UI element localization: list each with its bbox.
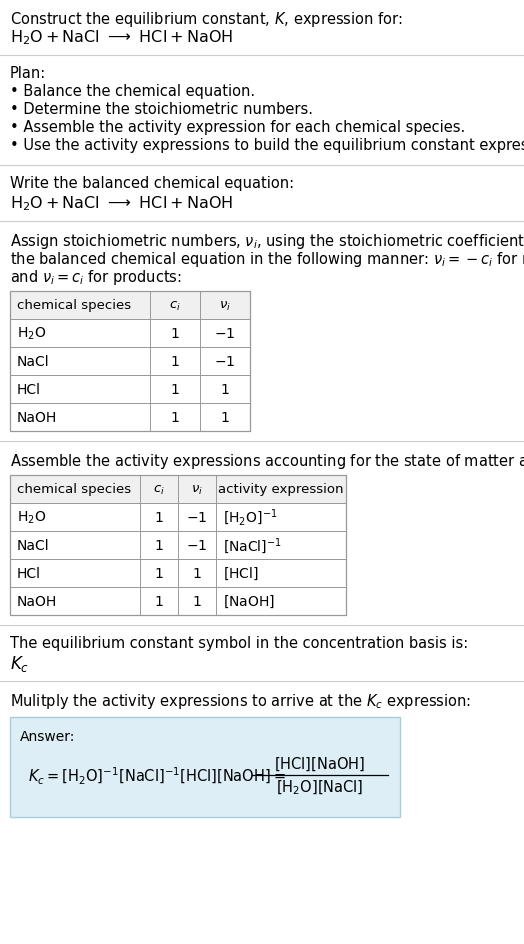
- Bar: [10, 376, 250, 404]
- Bar: [10, 560, 346, 587]
- Text: $K_c = [\mathrm{H_2O}]^{-1} [\mathrm{NaCl}]^{-1} [\mathrm{HCl}] [\mathrm{NaOH}] : $K_c = [\mathrm{H_2O}]^{-1} [\mathrm{NaC…: [28, 765, 286, 785]
- Text: $\nu_i$: $\nu_i$: [219, 299, 231, 312]
- Text: chemical species: chemical species: [17, 299, 131, 312]
- Bar: [10, 587, 346, 615]
- Text: 1: 1: [155, 566, 163, 581]
- Text: 1: 1: [171, 327, 179, 341]
- Bar: [10, 476, 346, 503]
- Text: HCl: HCl: [17, 382, 41, 396]
- Text: $\mathrm{H_2O + NaCl \ \longrightarrow \ HCl + NaOH}$: $\mathrm{H_2O + NaCl \ \longrightarrow \…: [10, 28, 233, 46]
- Text: $[\mathrm{H_2O}] [\mathrm{NaCl}]$: $[\mathrm{H_2O}] [\mathrm{NaCl}]$: [276, 778, 364, 797]
- Text: 1: 1: [155, 511, 163, 525]
- Text: $-1$: $-1$: [214, 327, 236, 341]
- Bar: [10, 347, 250, 376]
- Text: Assemble the activity expressions accounting for the state of matter and $\nu_i$: Assemble the activity expressions accoun…: [10, 451, 524, 470]
- Text: $[\mathrm{NaOH}]$: $[\mathrm{NaOH}]$: [223, 593, 275, 610]
- Text: $K_c$: $K_c$: [10, 653, 29, 673]
- Text: the balanced chemical equation in the following manner: $\nu_i = -c_i$ for react: the balanced chemical equation in the fo…: [10, 250, 524, 269]
- Text: $\nu_i$: $\nu_i$: [191, 483, 203, 496]
- Text: 1: 1: [221, 411, 230, 425]
- Text: 1: 1: [221, 382, 230, 396]
- Text: $[\mathrm{HCl}] [\mathrm{NaOH}]$: $[\mathrm{HCl}] [\mathrm{NaOH}]$: [275, 754, 366, 772]
- Text: • Use the activity expressions to build the equilibrium constant expression.: • Use the activity expressions to build …: [10, 138, 524, 153]
- Text: $\mathrm{H_2O}$: $\mathrm{H_2O}$: [17, 326, 46, 342]
- Bar: [10, 404, 250, 431]
- Text: $c_i$: $c_i$: [169, 299, 181, 312]
- Text: $[\mathrm{HCl}]$: $[\mathrm{HCl}]$: [223, 565, 259, 582]
- Text: $[\mathrm{NaCl}]^{-1}$: $[\mathrm{NaCl}]^{-1}$: [223, 535, 282, 555]
- Bar: [10, 531, 346, 560]
- Text: 1: 1: [171, 382, 179, 396]
- Bar: [10, 320, 250, 347]
- Bar: [10, 476, 346, 615]
- Text: Construct the equilibrium constant, $K$, expression for:: Construct the equilibrium constant, $K$,…: [10, 10, 402, 29]
- Text: 1: 1: [171, 355, 179, 368]
- Text: 1: 1: [171, 411, 179, 425]
- Text: $\mathrm{H_2O + NaCl \ \longrightarrow \ HCl + NaOH}$: $\mathrm{H_2O + NaCl \ \longrightarrow \…: [10, 194, 233, 212]
- Text: $-1$: $-1$: [214, 355, 236, 368]
- Text: 1: 1: [155, 538, 163, 552]
- Text: Plan:: Plan:: [10, 66, 46, 81]
- Text: 1: 1: [155, 595, 163, 608]
- Text: activity expression: activity expression: [219, 483, 344, 496]
- Text: Assign stoichiometric numbers, $\nu_i$, using the stoichiometric coefficients, $: Assign stoichiometric numbers, $\nu_i$, …: [10, 232, 524, 251]
- Bar: [10, 717, 400, 818]
- Text: $-1$: $-1$: [187, 538, 208, 552]
- Text: $-1$: $-1$: [187, 511, 208, 525]
- Bar: [10, 292, 250, 431]
- Text: Write the balanced chemical equation:: Write the balanced chemical equation:: [10, 176, 294, 191]
- Text: $c_i$: $c_i$: [153, 483, 165, 496]
- Text: $[\mathrm{H_2O}]^{-1}$: $[\mathrm{H_2O}]^{-1}$: [223, 507, 277, 528]
- Text: • Assemble the activity expression for each chemical species.: • Assemble the activity expression for e…: [10, 120, 465, 135]
- Text: and $\nu_i = c_i$ for products:: and $\nu_i = c_i$ for products:: [10, 268, 182, 287]
- Text: NaCl: NaCl: [17, 355, 50, 368]
- Text: The equilibrium constant symbol in the concentration basis is:: The equilibrium constant symbol in the c…: [10, 635, 468, 650]
- Text: NaCl: NaCl: [17, 538, 50, 552]
- Text: HCl: HCl: [17, 566, 41, 581]
- Text: Mulitply the activity expressions to arrive at the $K_c$ expression:: Mulitply the activity expressions to arr…: [10, 691, 471, 710]
- Text: • Balance the chemical equation.: • Balance the chemical equation.: [10, 84, 255, 99]
- Text: • Determine the stoichiometric numbers.: • Determine the stoichiometric numbers.: [10, 102, 313, 117]
- Text: Answer:: Answer:: [20, 729, 75, 743]
- Bar: [10, 292, 250, 320]
- Text: 1: 1: [192, 566, 201, 581]
- Text: 1: 1: [192, 595, 201, 608]
- Text: $\mathrm{H_2O}$: $\mathrm{H_2O}$: [17, 509, 46, 526]
- Text: NaOH: NaOH: [17, 411, 57, 425]
- Text: chemical species: chemical species: [17, 483, 131, 496]
- Bar: [10, 503, 346, 531]
- Text: NaOH: NaOH: [17, 595, 57, 608]
